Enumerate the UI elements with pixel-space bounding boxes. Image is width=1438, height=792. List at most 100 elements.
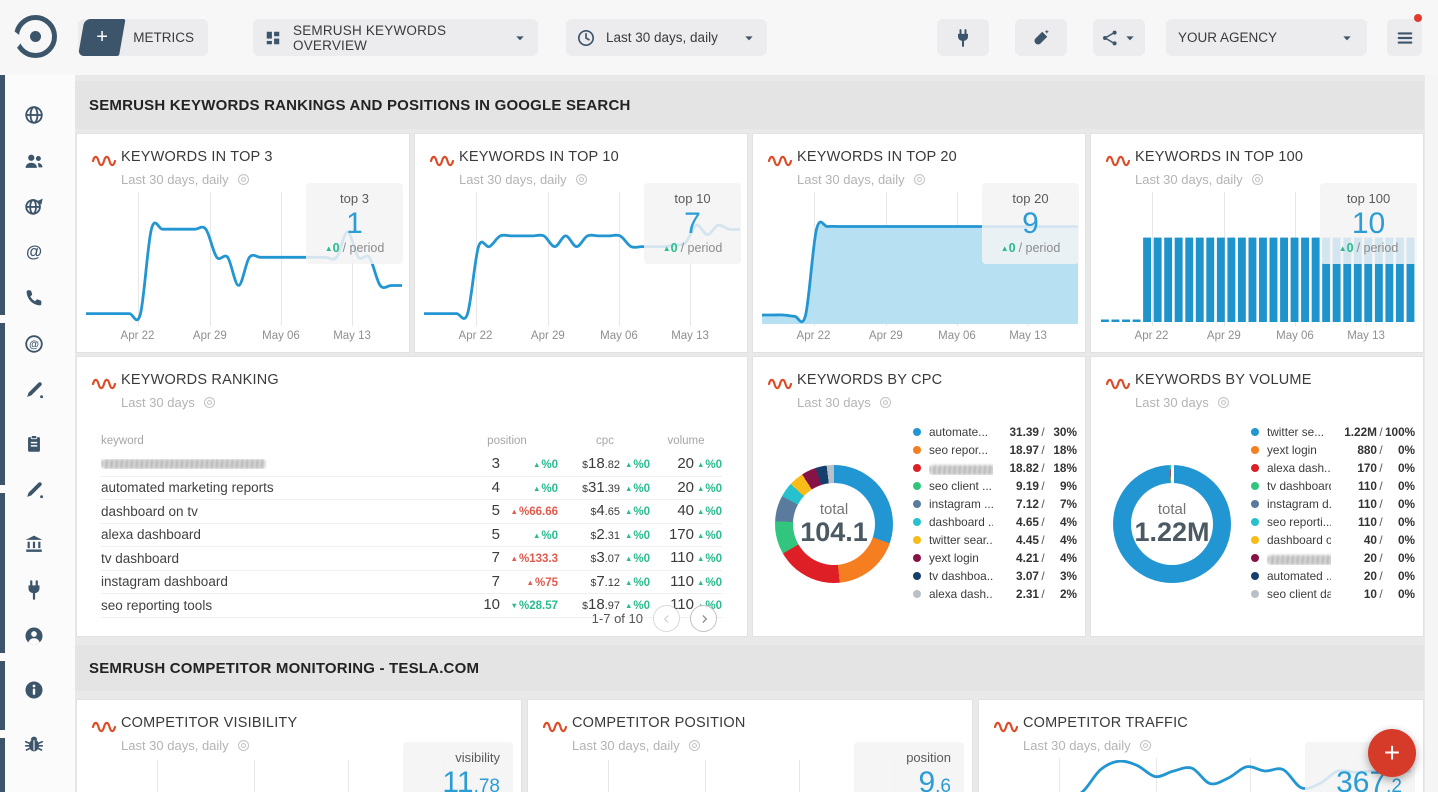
gridline	[157, 760, 158, 792]
sidebar-rail-segment	[0, 323, 5, 485]
target-icon[interactable]	[1250, 172, 1265, 187]
legend-value: 880	[1331, 443, 1377, 457]
legend-item: seo repor...18.97/18%	[913, 441, 1077, 459]
web-sync-icon	[23, 204, 45, 221]
stat-value: 11.78	[411, 766, 500, 792]
sidebar-item-clipboard[interactable]	[23, 433, 45, 455]
theme-button[interactable]	[1015, 19, 1067, 56]
target-icon[interactable]	[1216, 395, 1231, 410]
table-row: 3▲%0$18.82▲%020▲%0	[101, 453, 722, 477]
dashboard-select[interactable]: SEMRUSH KEYWORDS OVERVIEW	[253, 19, 538, 56]
legend-label: dashboard ...	[929, 515, 993, 529]
sidebar-item-edit[interactable]	[23, 379, 45, 401]
legend-dot	[1251, 446, 1259, 454]
legend-label: seo client da...	[1267, 587, 1331, 601]
legend-percent: 30%	[1047, 425, 1077, 439]
legend-separator: /	[1039, 479, 1047, 493]
target-icon[interactable]	[202, 395, 217, 410]
donut-gap	[1171, 464, 1174, 483]
sidebar-item-bug[interactable]	[23, 733, 45, 755]
legend-percent: 0%	[1385, 587, 1415, 601]
sidebar-item-bank[interactable]	[23, 533, 45, 555]
stat-value: 1	[314, 207, 395, 240]
widget-subtitle: Last 30 days	[1135, 395, 1231, 410]
legend-value: 7.12	[993, 497, 1039, 511]
widget-subtitle: Last 30 days, daily	[1135, 172, 1265, 187]
legend-label: instagram d...	[1267, 497, 1331, 511]
legend-item: seo client da...10/0%	[1251, 585, 1415, 603]
position-change: ▲%66.66	[500, 502, 558, 520]
legend-item: twitter se...1.22M/100%	[1251, 423, 1415, 441]
column-header-position: position	[454, 435, 560, 447]
dashboard-grid-icon	[263, 28, 283, 48]
menu-button[interactable]	[1387, 19, 1422, 56]
legend-separator: /	[1039, 587, 1047, 601]
legend-separator: /	[1039, 461, 1047, 475]
legend-value: 110	[1331, 497, 1377, 511]
widget-subtitle: Last 30 days, daily	[121, 738, 251, 753]
volume-value: 40	[650, 502, 694, 520]
sidebar-item-account[interactable]	[23, 625, 45, 647]
x-tick-label: Apr 22	[1135, 330, 1169, 342]
sidebar-item-phone[interactable]	[23, 287, 45, 309]
legend-percent: 0%	[1385, 461, 1415, 475]
hamburger-icon	[1395, 28, 1415, 48]
sidebar-item-email[interactable]: @	[23, 241, 45, 263]
widget-subtitle: Last 30 days, daily	[572, 738, 702, 753]
target-icon[interactable]	[687, 738, 702, 753]
keyword-cell: seo reporting tools	[101, 598, 452, 613]
sidebar-item-mention[interactable]: @	[23, 333, 45, 355]
widget-title: KEYWORDS IN TOP 3	[121, 149, 273, 165]
target-icon[interactable]	[878, 395, 893, 410]
bank-icon	[23, 542, 45, 559]
widget-subtitle: Last 30 days, daily	[121, 172, 251, 187]
legend-value: 4.45	[993, 533, 1039, 547]
legend-separator: /	[1039, 569, 1047, 583]
add-metrics-button[interactable]: + METRICS	[78, 19, 208, 56]
change-up-indicator: ▲%0	[533, 459, 558, 471]
integrations-button[interactable]	[937, 19, 989, 56]
legend-label: yext login	[929, 551, 993, 565]
stat-label: position	[862, 749, 951, 766]
prev-page-button[interactable]	[653, 605, 680, 632]
widget-keywords-by-volume: KEYWORDS BY VOLUME Last 30 days total 1.…	[1090, 356, 1424, 637]
agency-select[interactable]: YOUR AGENCY	[1166, 19, 1367, 56]
legend-value: 1.22M	[1331, 425, 1377, 439]
app-logo[interactable]	[14, 15, 57, 58]
position-value: 5	[452, 526, 500, 544]
sidebar-item-web[interactable]	[23, 104, 45, 126]
sidebar-item-web-sync[interactable]	[23, 195, 45, 217]
volume-value: 20	[650, 479, 694, 497]
section-title: SEMRUSH COMPETITOR MONITORING - TESLA.CO…	[89, 660, 479, 677]
target-icon[interactable]	[1138, 738, 1153, 753]
sidebar-item-sign[interactable]	[23, 479, 45, 501]
semrush-icon	[430, 153, 454, 167]
legend-dot	[913, 500, 921, 508]
change-up-indicator: ▲%0	[697, 530, 722, 542]
share-icon	[1100, 28, 1120, 48]
volume-change: ▲%0	[694, 573, 722, 591]
keyword-cell: tv dashboard	[101, 551, 452, 566]
target-icon[interactable]	[574, 172, 589, 187]
legend-percent: 100%	[1385, 425, 1415, 439]
sidebar-item-integrations[interactable]	[23, 579, 45, 601]
period-select[interactable]: Last 30 days, daily	[566, 19, 767, 56]
target-icon[interactable]	[912, 172, 927, 187]
target-icon[interactable]	[236, 738, 251, 753]
email-icon: @	[23, 250, 45, 267]
widget-keywords-by-cpc: KEYWORDS BY CPC Last 30 days total 104.1…	[752, 356, 1086, 637]
edit-icon	[23, 388, 45, 405]
stat-box: visibility 11.78	[403, 742, 513, 792]
legend-separator: /	[1377, 587, 1385, 601]
legend-percent: 2%	[1047, 587, 1077, 601]
sidebar-item-users[interactable]	[23, 150, 45, 172]
legend-separator: /	[1377, 497, 1385, 511]
x-tick-label: Apr 22	[121, 330, 155, 342]
share-button[interactable]	[1093, 19, 1145, 56]
add-widget-fab[interactable]: +	[1368, 729, 1416, 777]
next-page-button[interactable]	[690, 605, 717, 632]
x-tick-label: May 13	[1009, 330, 1047, 342]
target-icon[interactable]	[236, 172, 251, 187]
sidebar-item-info[interactable]	[23, 679, 45, 701]
dashboard-app: + METRICS SEMRUSH KEYWORDS OVERVIEW Last…	[0, 0, 1438, 792]
